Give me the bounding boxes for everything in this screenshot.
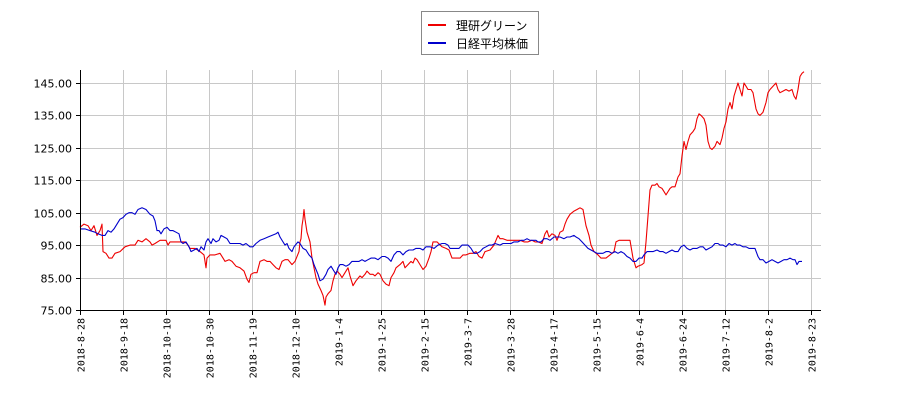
legend-item-riken-green: 理研グリーン	[428, 16, 527, 34]
x-tick-label: 2019-1-25	[378, 318, 389, 372]
x-tick-label: 2018-8-28	[77, 318, 88, 372]
chart-series	[79, 71, 805, 306]
axes	[80, 70, 821, 311]
x-tick-label: 2018-11-19	[249, 318, 260, 378]
y-tick-label: 115.00	[34, 175, 73, 188]
x-tick-label: 2019-5-15	[593, 318, 604, 372]
legend-label: 日経平均株価	[456, 36, 529, 51]
x-axis-ticks: 2018-8-28 2018-9-18 2018-10-10 2018-10-30 20…	[77, 310, 819, 378]
x-tick-label: 2018-10-10	[163, 318, 174, 378]
legend-item-nikkei: 日経平均株価	[428, 34, 528, 52]
x-tick-label: 2019-3-28	[507, 318, 518, 372]
series-line	[79, 71, 805, 306]
legend: 理研グリーン 日経平均株価	[421, 11, 539, 55]
legend-label: 理研グリーン	[456, 18, 528, 33]
y-tick-label: 135.00	[34, 110, 73, 123]
grid-lines	[80, 70, 821, 310]
y-tick-label: 105.00	[34, 208, 73, 221]
x-tick-label: 2019-8-2	[765, 318, 776, 366]
x-tick-label: 2019-4-17	[550, 318, 561, 372]
legend-swatch-red-line-icon	[428, 24, 446, 26]
legend-swatch-blue-line-icon	[428, 42, 446, 44]
x-tick-label: 2019-8-23	[808, 318, 819, 372]
x-tick-label: 2018-10-30	[206, 318, 217, 378]
y-tick-label: 75.00	[41, 305, 73, 318]
y-tick-label: 95.00	[41, 240, 73, 253]
y-tick-label: 85.00	[41, 273, 73, 286]
x-tick-label: 2018-12-10	[292, 318, 303, 378]
x-tick-label: 2018-9-18	[120, 318, 131, 372]
x-tick-label: 2019-6-24	[679, 318, 690, 372]
x-tick-label: 2019-2-15	[421, 318, 432, 372]
x-tick-label: 2019-7-12	[722, 318, 733, 372]
y-tick-label: 125.00	[34, 143, 73, 156]
x-tick-label: 2019-1-4	[335, 318, 346, 366]
x-tick-label: 2019-3-7	[464, 318, 475, 366]
y-tick-label: 145.00	[34, 78, 73, 91]
y-axis-ticks: 75.00 85.00 95.00 105.00 115.00 125.00 135.00 1…	[34, 78, 80, 318]
series-line	[80, 207, 802, 282]
x-tick-label: 2019-6-4	[636, 318, 647, 366]
